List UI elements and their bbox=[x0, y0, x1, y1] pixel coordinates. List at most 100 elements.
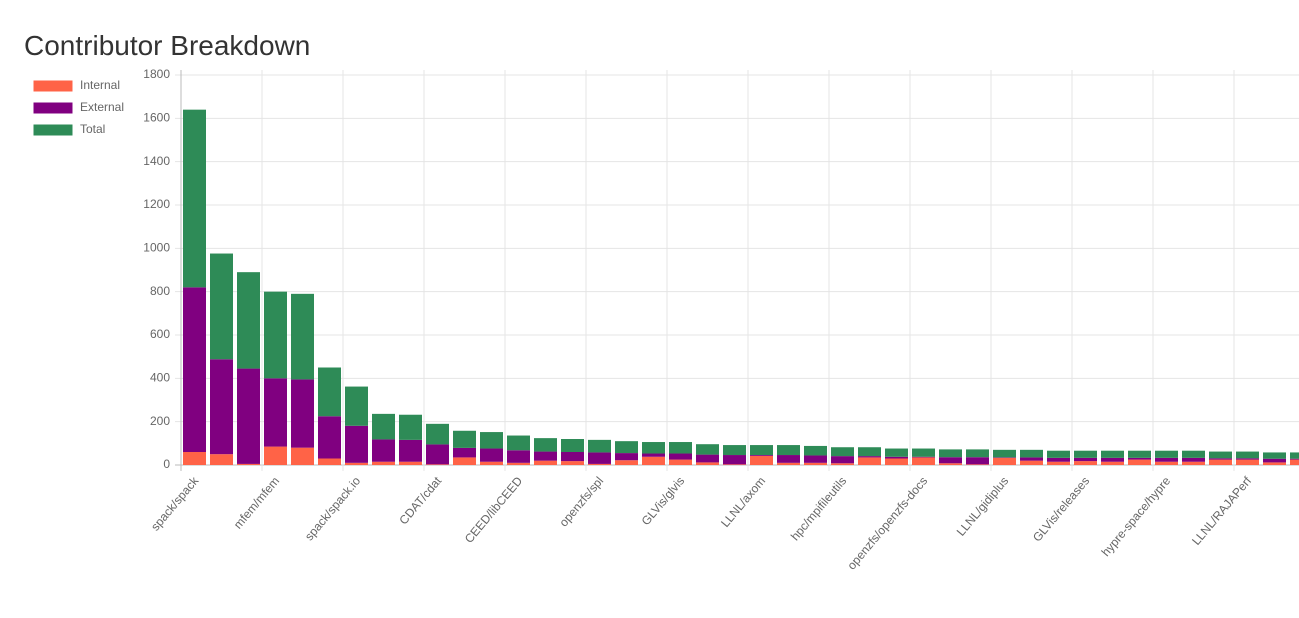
bar-segment bbox=[372, 439, 395, 462]
bar-segment bbox=[399, 461, 422, 465]
bar-segment bbox=[939, 449, 962, 458]
bar-segment bbox=[750, 445, 773, 456]
bar-segment bbox=[426, 464, 449, 465]
bar-segment bbox=[1047, 450, 1070, 458]
bar-segment bbox=[804, 455, 827, 463]
bar-segment bbox=[372, 413, 395, 440]
bar-segment bbox=[588, 439, 611, 453]
bar-segment bbox=[507, 462, 530, 465]
bar-segment bbox=[723, 455, 746, 465]
bar-segment bbox=[426, 444, 449, 465]
bar-segment bbox=[1263, 462, 1286, 465]
bar-segment bbox=[1236, 458, 1259, 460]
bar-segment bbox=[1182, 457, 1205, 462]
legend-swatch bbox=[32, 123, 74, 137]
x-tick-label: openzfs/openzfs-docs bbox=[844, 474, 930, 572]
bar-segment bbox=[480, 461, 503, 465]
bar-segment bbox=[534, 438, 557, 452]
bar-segment bbox=[237, 368, 260, 464]
bar-segment bbox=[1209, 459, 1232, 465]
x-tick-label: LLNL/gidiplus bbox=[954, 474, 1011, 539]
bar-segment bbox=[1047, 461, 1070, 465]
x-tick-label: hpc/mpifileutils bbox=[788, 474, 849, 543]
bar-segment bbox=[1263, 458, 1286, 463]
bar-segment bbox=[669, 453, 692, 460]
bar-segment bbox=[1155, 457, 1178, 462]
bar-segment bbox=[615, 441, 638, 454]
bar-segment bbox=[588, 463, 611, 465]
legend-swatch bbox=[32, 101, 74, 115]
bar-segment bbox=[1209, 451, 1232, 459]
bar-segment bbox=[750, 455, 773, 465]
y-tick-label: 1400 bbox=[143, 154, 170, 168]
bar-segment bbox=[210, 454, 233, 465]
bar-segment bbox=[669, 442, 692, 454]
bar-segment bbox=[858, 457, 881, 465]
bar-segment bbox=[453, 430, 476, 448]
chart-title: Contributor Breakdown bbox=[24, 30, 310, 61]
bar-segment bbox=[183, 109, 206, 288]
bar-segment bbox=[507, 450, 530, 463]
bar-segment bbox=[534, 451, 557, 461]
bar-segment bbox=[1182, 461, 1205, 465]
bar-segment bbox=[993, 449, 1016, 458]
y-tick-label: 600 bbox=[150, 327, 170, 341]
bar-segment bbox=[615, 460, 638, 465]
bar-segment bbox=[345, 386, 368, 426]
bar-segment bbox=[507, 435, 530, 451]
bar-segment bbox=[426, 423, 449, 445]
bar-segment bbox=[264, 446, 287, 465]
bar-segment bbox=[318, 367, 341, 417]
bar-segment bbox=[237, 272, 260, 369]
bar-segment bbox=[210, 253, 233, 360]
bar-segment bbox=[1020, 457, 1043, 461]
bar-segment bbox=[642, 456, 665, 465]
bar-segment bbox=[1047, 457, 1070, 462]
bar-segment bbox=[1074, 450, 1097, 458]
bar-segment bbox=[1128, 450, 1151, 458]
bar-segment bbox=[1128, 459, 1151, 465]
y-tick-label: 1200 bbox=[143, 197, 170, 211]
bar-segment bbox=[1101, 461, 1124, 465]
bar-segment bbox=[237, 463, 260, 465]
bar-segment bbox=[885, 448, 908, 457]
bar-segment bbox=[804, 445, 827, 456]
bar-segment bbox=[1101, 457, 1124, 462]
bar-segment bbox=[345, 462, 368, 465]
legend-label: Total bbox=[80, 122, 105, 136]
x-tick-label: mfem/mfem bbox=[231, 474, 282, 532]
bar-segment bbox=[1074, 461, 1097, 465]
bar-segment bbox=[345, 425, 368, 463]
x-tick-label: GLVis/releases bbox=[1030, 474, 1092, 544]
y-tick-label: 400 bbox=[150, 371, 170, 385]
bar-segment bbox=[588, 452, 611, 464]
bar-segment bbox=[939, 463, 962, 465]
bar-segment bbox=[831, 463, 854, 465]
legend-label: Internal bbox=[80, 78, 120, 92]
bar-segment bbox=[453, 447, 476, 458]
bar-segment bbox=[750, 455, 773, 456]
bar-segment bbox=[831, 447, 854, 457]
bar-segment bbox=[318, 458, 341, 465]
bar-segment bbox=[1290, 452, 1299, 459]
bar-segment bbox=[291, 379, 314, 448]
bar-segment bbox=[912, 448, 935, 457]
bar-segment bbox=[804, 462, 827, 465]
bar-segment bbox=[210, 359, 233, 455]
bar-segment bbox=[1236, 451, 1259, 459]
bar-segment bbox=[453, 457, 476, 465]
legend-swatch bbox=[32, 79, 74, 93]
bar-segment bbox=[885, 456, 908, 459]
bar-segment bbox=[1020, 460, 1043, 465]
y-tick-label: 1600 bbox=[143, 111, 170, 125]
bar-segment bbox=[1128, 457, 1151, 460]
x-tick-label: LLNL/axom bbox=[718, 474, 768, 530]
bar-segment bbox=[534, 460, 557, 465]
bar-segment bbox=[264, 378, 287, 447]
bar-segment bbox=[264, 291, 287, 379]
bar-segment bbox=[1074, 457, 1097, 462]
bar-segment bbox=[183, 452, 206, 465]
bar-segment bbox=[669, 459, 692, 465]
